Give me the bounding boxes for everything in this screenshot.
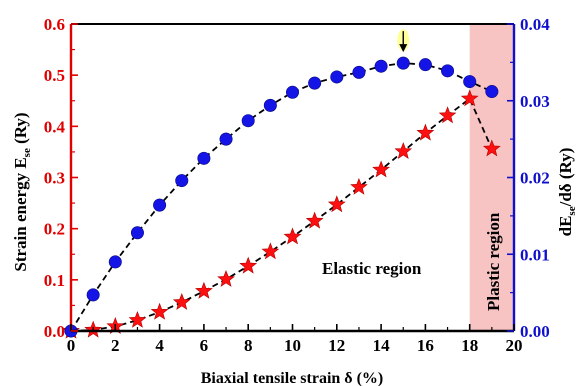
series-1-circle-6 [197, 151, 211, 165]
x-tick-label-3: 6 [200, 336, 209, 355]
series-1-circle-16 [418, 58, 432, 72]
y-left-tick-label-6: 0.6 [44, 15, 65, 34]
y-left-title-sub: se [21, 148, 33, 157]
series-0-star-11 [305, 211, 324, 229]
series-0-star-9 [261, 242, 280, 260]
x-tick-label-8: 16 [417, 336, 434, 355]
series-0-star-10 [283, 227, 302, 245]
x-tick-label-9: 18 [461, 336, 478, 355]
y-left-tick-label-2: 0.2 [44, 220, 65, 239]
series-0-star-8 [239, 256, 258, 274]
series-0-star-18 [460, 89, 479, 107]
series-0-star-12 [327, 195, 346, 213]
series-1-circle-15 [396, 56, 410, 70]
elastic-region-label: Elastic region [322, 259, 422, 278]
y-right-tick-label-1: 0.01 [520, 245, 550, 264]
y-axis-right-title: dEse/dδ (Ry) [556, 148, 578, 237]
y-left-title-main: Strain energy E [11, 157, 30, 271]
y-left-tick-label-1: 0.1 [44, 271, 65, 290]
y-right-tick-label-2: 0.02 [520, 169, 550, 188]
x-tick-label-4: 8 [244, 336, 253, 355]
y-right-tick-label-4: 0.04 [520, 15, 550, 34]
series-1-circle-1 [86, 288, 100, 302]
y-right-title-main: dE [556, 216, 575, 237]
y-axis-left-title: Strain energy Ese (Ry) [11, 112, 33, 271]
y-right-tick-label-3: 0.03 [520, 92, 550, 111]
y-left-tick-label-0: 0.0 [44, 322, 65, 341]
series-0-star-15 [394, 142, 413, 159]
series-0-star-7 [217, 269, 235, 287]
y-left-title-unit: (Ry) [11, 112, 30, 148]
series-1-circle-5 [175, 174, 189, 188]
y-left-tick-label-4: 0.4 [44, 117, 66, 136]
series-1-circle-2 [108, 255, 122, 269]
series-1-circle-8 [241, 114, 255, 128]
series-1-circle-13 [352, 65, 366, 79]
x-tick-label-1: 2 [111, 336, 120, 355]
series-0-star-5 [172, 292, 191, 310]
series-0-star-13 [350, 177, 368, 195]
curves-layer [70, 62, 493, 332]
series-1-circle-18 [463, 75, 477, 89]
series-0-star-14 [372, 160, 391, 178]
markers-layer [62, 29, 501, 339]
series-1-circle-12 [330, 70, 344, 84]
peak-arrow-head [399, 44, 408, 53]
x-tick-label-2: 4 [155, 336, 164, 355]
x-tick-label-0: 0 [67, 336, 76, 355]
y-left-tick-label-3: 0.3 [44, 169, 65, 188]
y-right-title-unit: /dδ (Ry) [556, 148, 575, 208]
x-tick-label-7: 14 [373, 336, 391, 355]
series-0-star-16 [416, 123, 435, 141]
series-1-circle-4 [153, 198, 167, 212]
series-1-circle-11 [308, 76, 322, 90]
y-right-tick-label-0: 0.00 [520, 322, 550, 341]
labels-layer: Elastic region Plastic region Biaxial te… [11, 112, 578, 386]
series-0-star-4 [150, 302, 169, 320]
y-right-title-sub: se [566, 206, 578, 215]
series-1-circle-7 [219, 132, 233, 146]
series-1-circle-3 [130, 226, 144, 240]
series-0-star-3 [128, 310, 147, 328]
y-left-tick-label-5: 0.5 [44, 66, 65, 85]
axes-layer: 0 2 4 6 8 10 12 14 16 18 20 0.0 0.1 0.2 0.3 0.4 0.5 0.6 0.… [44, 15, 551, 355]
series-1-circle-14 [374, 59, 388, 73]
plastic-region-label: Plastic region [484, 212, 503, 311]
plastic-region-band [469, 24, 514, 331]
x-tick-label-5: 10 [284, 336, 301, 355]
series-1-circle-9 [263, 98, 277, 112]
series-1-circle-17 [441, 64, 455, 78]
series-0-star-6 [194, 281, 213, 299]
series-1-line [70, 62, 493, 332]
x-tick-label-10: 20 [506, 336, 523, 355]
series-1-circle-10 [285, 85, 299, 99]
series-1-circle-19 [485, 85, 499, 99]
series-0-star-19 [483, 139, 501, 157]
x-tick-label-6: 12 [328, 336, 345, 355]
series-0-star-17 [438, 106, 457, 124]
x-axis-title: Biaxial tensile strain δ (%) [201, 370, 384, 386]
